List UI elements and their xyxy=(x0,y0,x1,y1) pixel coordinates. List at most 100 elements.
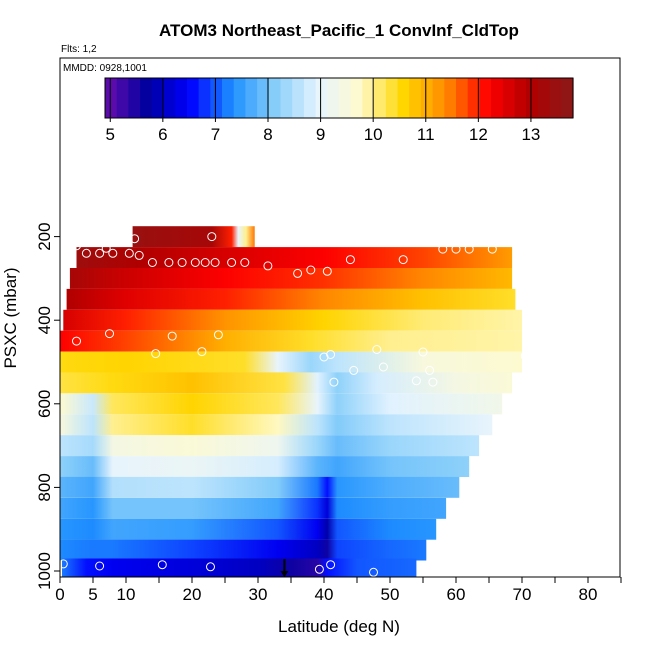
heatmap-band xyxy=(62,558,417,577)
y-tick-label: 400 xyxy=(35,306,54,334)
data-circle xyxy=(306,265,316,275)
heatmap-band xyxy=(66,288,516,310)
data-circle xyxy=(200,258,210,267)
colorbar-cell xyxy=(140,78,153,118)
heatmap-band xyxy=(60,414,493,436)
data-circle xyxy=(227,258,237,267)
colorbar-cell xyxy=(105,78,118,118)
y-tick-label: 800 xyxy=(35,473,54,501)
data-circle xyxy=(326,560,336,570)
heatmap-band xyxy=(60,456,470,477)
x-tick-label: 30 xyxy=(249,585,268,604)
data-circle xyxy=(81,248,91,258)
y-tick-label: 200 xyxy=(35,222,54,250)
data-circle xyxy=(95,248,105,258)
colorbar-cell xyxy=(210,78,223,118)
colorbar: 5 6 7 8 9 10 11 12 13 xyxy=(104,77,574,144)
y-tick-label: 1000 xyxy=(35,552,54,590)
data-circle xyxy=(319,352,329,362)
colorbar-cell xyxy=(397,78,410,118)
colorbar-cell xyxy=(526,78,539,118)
heatmap-band xyxy=(60,476,460,498)
data-circle xyxy=(101,243,111,253)
heatmap-band xyxy=(76,247,513,268)
data-circle xyxy=(167,331,177,341)
x-tick-label: 10 xyxy=(117,585,136,604)
colorbar-cell xyxy=(467,78,480,118)
colorbar-cell xyxy=(175,78,188,118)
data-circle xyxy=(108,248,118,258)
colorbar-cell xyxy=(233,78,246,118)
colorbar-tick-label: 7 xyxy=(211,125,220,144)
colorbar-cell xyxy=(432,78,445,118)
heatmap-band xyxy=(60,372,513,394)
colorbar-cell xyxy=(257,78,270,118)
chart-title: ATOM3 Northeast_Pacific_1 ConvInf_CldTop xyxy=(159,21,519,40)
colorbar-tick-label: 10 xyxy=(364,125,383,144)
colorbar-cell xyxy=(444,78,457,118)
colorbar-tick-label: 8 xyxy=(263,125,272,144)
data-circle xyxy=(72,336,81,346)
data-circle xyxy=(134,250,144,260)
colorbar-tick-label: 13 xyxy=(521,125,540,144)
x-tick-label: 0 xyxy=(55,585,64,604)
heatmap-band xyxy=(69,268,513,289)
colorbar-cell xyxy=(502,78,516,118)
heatmap-band xyxy=(63,309,523,331)
data-circle xyxy=(293,268,303,278)
data-circle xyxy=(314,564,324,574)
colorbar-tick-label: 5 xyxy=(106,125,115,144)
data-circle xyxy=(105,329,114,339)
y-tick-label: 600 xyxy=(35,390,54,418)
data-circle xyxy=(207,232,217,242)
colorbar-cell xyxy=(339,78,352,118)
data-circle xyxy=(190,258,200,267)
heatmap-band xyxy=(60,539,427,561)
colorbar-tick-label: 11 xyxy=(417,125,435,144)
colorbar-tick-label: 6 xyxy=(158,125,167,144)
heatmap-band xyxy=(60,435,480,457)
y-axis-label: PSXC (mbar) xyxy=(1,267,20,368)
x-tick-label: 5 xyxy=(88,585,97,604)
data-circle xyxy=(487,244,497,254)
colorbar-frame xyxy=(104,77,574,119)
data-circle xyxy=(378,362,388,372)
colorbar-tick-label: 9 xyxy=(316,125,325,144)
data-circle xyxy=(206,562,215,572)
data-circle xyxy=(130,234,140,244)
colorbar-cell xyxy=(491,78,504,118)
colorbar-cell xyxy=(268,78,282,118)
data-circle xyxy=(157,560,167,570)
data-circle xyxy=(95,561,105,571)
colorbar-cell xyxy=(245,78,258,118)
data-circle xyxy=(520,351,530,361)
colorbar-cell xyxy=(198,78,211,118)
colorbar-cell xyxy=(362,78,375,118)
colorbar-cell xyxy=(456,78,469,118)
heatmap-layer xyxy=(60,226,523,577)
data-circle xyxy=(151,349,161,359)
data-circle xyxy=(177,258,187,267)
colorbar-cell xyxy=(549,78,562,118)
data-circle xyxy=(451,244,461,254)
circle-markers xyxy=(60,232,530,577)
data-circle xyxy=(326,350,336,359)
data-circle xyxy=(349,365,359,375)
data-circle xyxy=(124,248,134,258)
data-circle xyxy=(369,567,378,577)
x-tick-label: 80 xyxy=(579,585,598,604)
data-circle xyxy=(213,330,223,340)
colorbar-cell xyxy=(280,78,293,118)
colorbar-cell xyxy=(186,78,200,118)
data-circle xyxy=(425,365,435,375)
date-note: MMDD: 0928,1001 xyxy=(63,63,147,74)
colorbar-cell xyxy=(409,78,422,118)
data-circle xyxy=(263,261,273,271)
x-tick-label: 60 xyxy=(447,585,466,604)
colorbar-cell xyxy=(350,78,363,118)
data-circle xyxy=(322,266,332,276)
heatmap-band xyxy=(60,518,437,540)
colorbar-cell xyxy=(479,78,492,118)
